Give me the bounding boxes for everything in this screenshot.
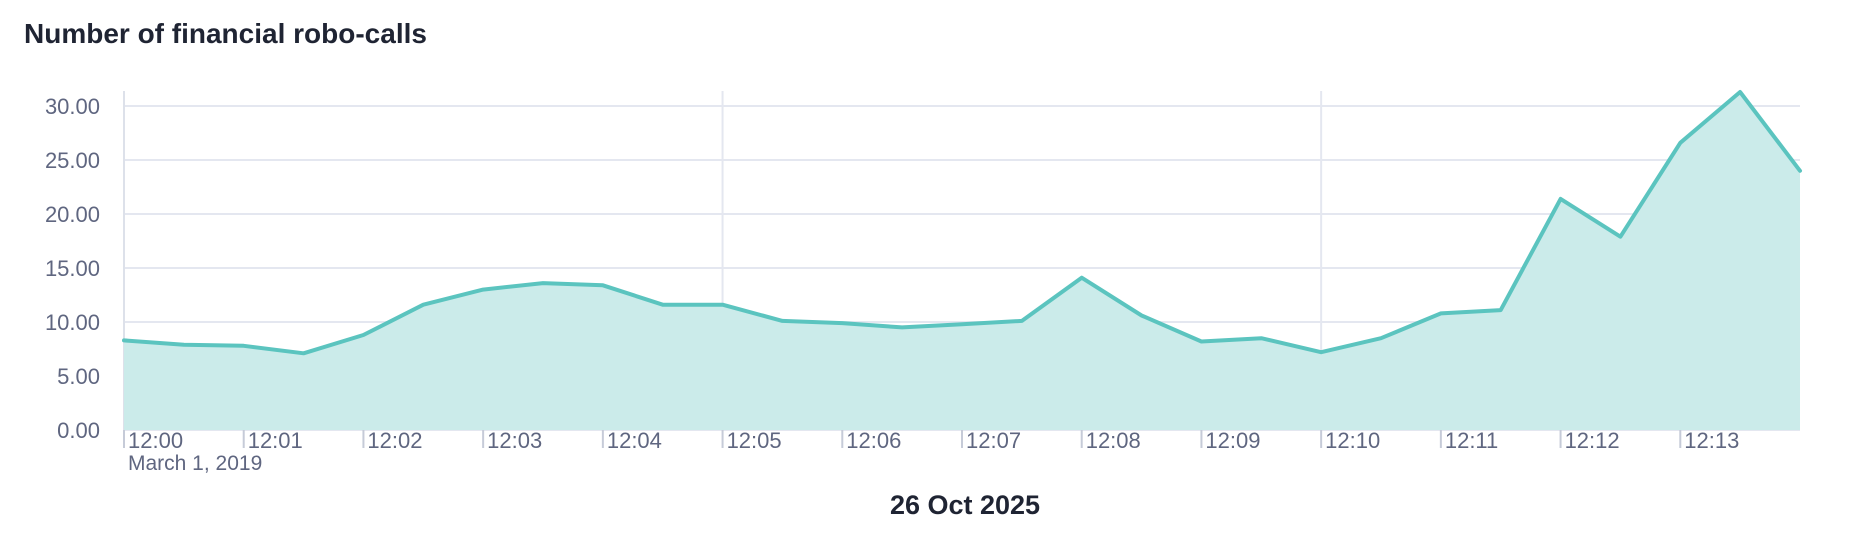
x-tick-label: 12:08	[1086, 428, 1141, 453]
x-tick-label: 12:07	[966, 428, 1021, 453]
y-tick-label: 5.00	[57, 364, 100, 389]
y-tick-label: 20.00	[45, 202, 100, 227]
x-tick-label: 12:13	[1684, 428, 1739, 453]
x-tick-label: 12:09	[1205, 428, 1260, 453]
series-area	[124, 92, 1800, 430]
x-tick-label: 12:06	[846, 428, 901, 453]
x-tick-label: 12:03	[487, 428, 542, 453]
x-tick-label: 12:11	[1445, 428, 1498, 453]
y-tick-label: 30.00	[45, 94, 100, 119]
x-tick-label: 12:00	[128, 428, 183, 453]
x-start-date-label: March 1, 2019	[128, 452, 262, 475]
x-tick-label: 12:12	[1565, 428, 1620, 453]
y-tick-label: 25.00	[45, 148, 100, 173]
x-tick-label: 12:04	[607, 428, 662, 453]
y-tick-label: 15.00	[45, 256, 100, 281]
y-tick-label: 0.00	[57, 418, 100, 443]
y-tick-label: 10.00	[45, 310, 100, 335]
x-tick-label: 12:02	[367, 428, 422, 453]
chart-title: Number of financial robo-calls	[24, 18, 427, 49]
x-tick-label: 12:10	[1325, 428, 1380, 453]
x-tick-label: 12:01	[248, 428, 303, 453]
x-tick-label: 12:05	[727, 428, 782, 453]
x-axis-label: 26 Oct 2025	[889, 490, 1041, 520]
